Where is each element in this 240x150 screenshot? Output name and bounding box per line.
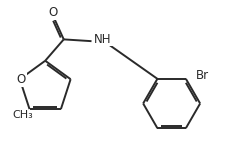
Text: Br: Br [196, 69, 209, 82]
Text: O: O [17, 73, 26, 86]
Text: O: O [49, 6, 58, 19]
Text: CH₃: CH₃ [13, 111, 33, 120]
Text: NH: NH [94, 33, 112, 46]
